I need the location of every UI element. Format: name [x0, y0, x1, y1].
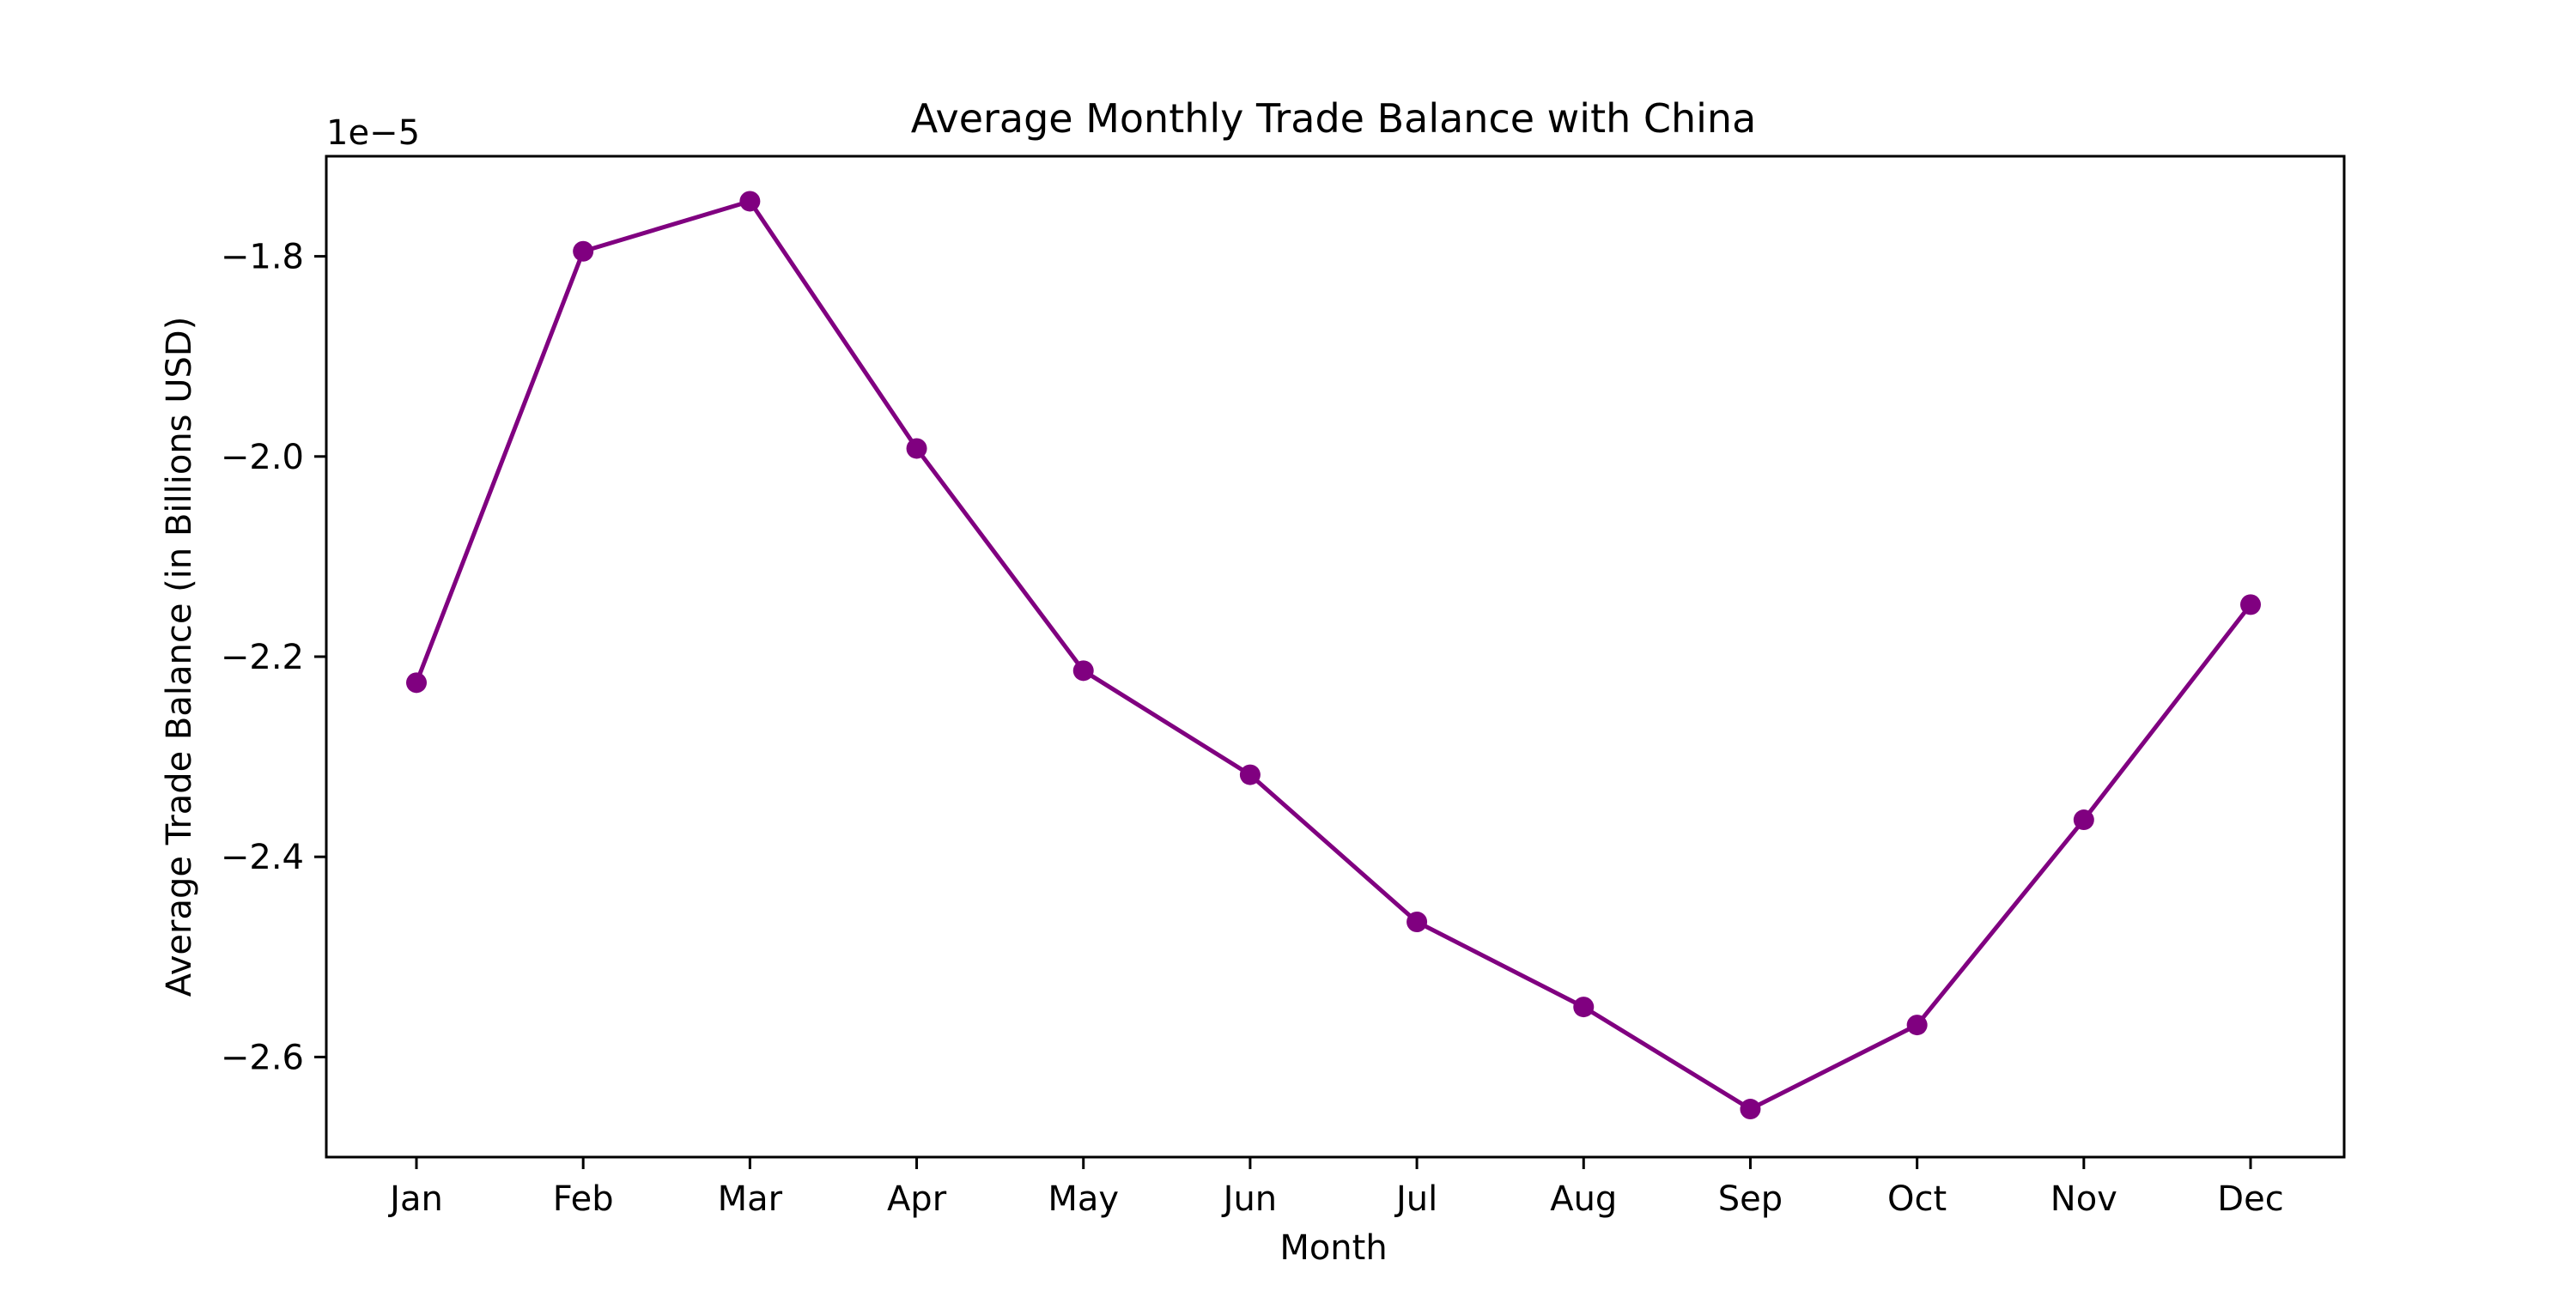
data-point: [1573, 997, 1595, 1018]
data-point: [573, 240, 594, 262]
data-point: [1740, 1099, 1761, 1120]
x-tick-label: Oct: [1887, 1179, 1947, 1219]
y-tick-label: −2.0: [221, 438, 304, 477]
y-tick-label: −2.4: [221, 838, 304, 877]
x-tick-label: Sep: [1718, 1179, 1783, 1219]
chart-title: Average Monthly Trade Balance with China: [911, 95, 1757, 142]
x-tick-label: Jun: [1221, 1179, 1278, 1219]
y-offset-label: 1e−5: [326, 113, 420, 153]
x-tick-label: May: [1048, 1179, 1119, 1219]
x-axis-ticks: Jan Feb Mar Apr May Jun Jul Aug Sep Oct Nov Dec: [387, 1157, 2284, 1219]
x-tick-label: Feb: [553, 1179, 614, 1219]
series-line: [414, 198, 2253, 1112]
x-tick-label: Mar: [718, 1179, 783, 1219]
data-point: [406, 672, 427, 694]
data-point: [1239, 764, 1261, 785]
y-tick-label: −2.6: [221, 1038, 304, 1077]
x-tick-label: Aug: [1550, 1179, 1617, 1219]
x-tick-label: Jan: [387, 1179, 443, 1219]
plot-frame: [325, 155, 2346, 1159]
x-tick-label: Jul: [1394, 1179, 1437, 1219]
x-axis-label: Month: [1279, 1228, 1387, 1268]
data-point: [739, 191, 761, 212]
y-tick-label: −2.2: [221, 638, 304, 677]
x-tick-label: Nov: [2050, 1179, 2117, 1219]
data-point: [1072, 660, 1094, 682]
x-tick-label: Apr: [887, 1179, 947, 1219]
data-point: [2240, 594, 2261, 615]
data-point: [1906, 1015, 1928, 1036]
series-layer: [406, 191, 2261, 1120]
data-point: [2073, 809, 2094, 831]
y-axis-ticks: −2.6 −2.4 −2.2 −2.0 −1.8: [221, 238, 326, 1077]
x-tick-label: Dec: [2217, 1179, 2283, 1219]
y-tick-label: −1.8: [221, 238, 304, 277]
y-axis-label: Average Trade Balance (in Billions USD): [160, 317, 199, 997]
data-point: [906, 438, 927, 459]
data-point: [1406, 911, 1428, 932]
